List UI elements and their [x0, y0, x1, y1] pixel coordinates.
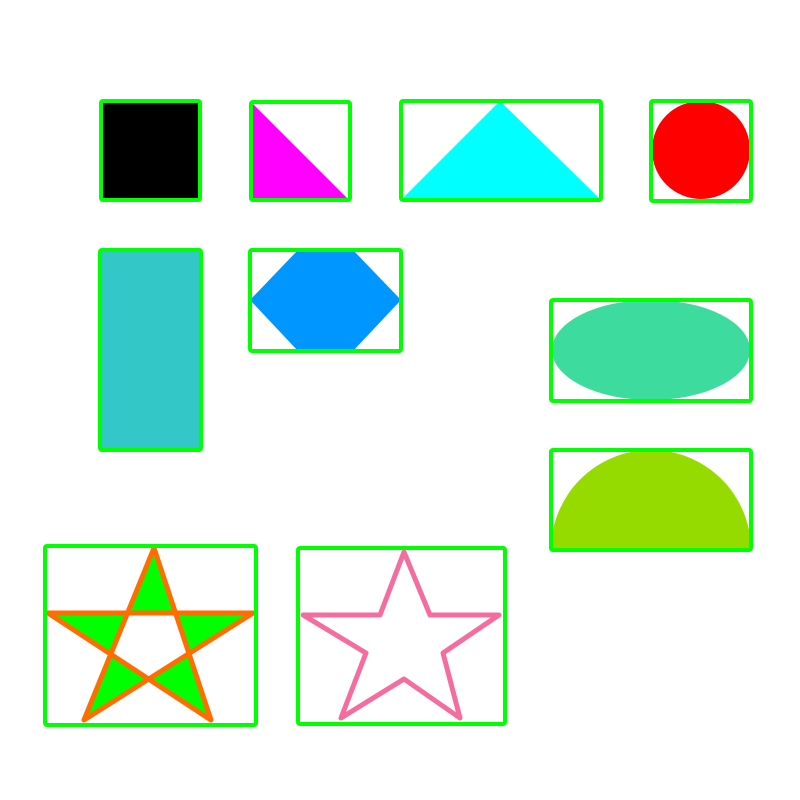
square-shape — [101, 101, 200, 200]
circle-shape — [652, 101, 750, 199]
ellipse-shape — [552, 300, 750, 400]
rectangle-shape-group — [100, 250, 201, 450]
square-shape-group — [101, 101, 200, 200]
rectangle-shape — [100, 250, 201, 450]
